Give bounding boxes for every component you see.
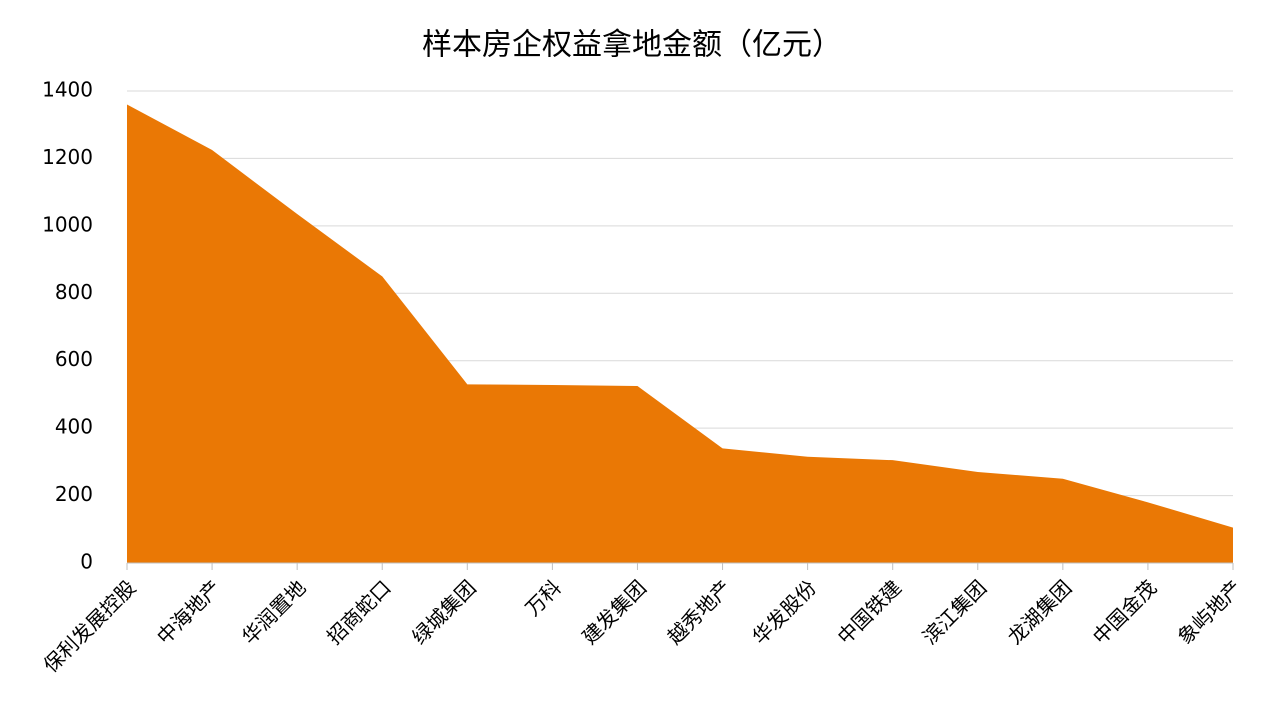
y-tick-label: 1200 bbox=[42, 145, 93, 169]
x-tick-label: 中国金茂 bbox=[1088, 575, 1162, 649]
x-tick-label: 象屿地产 bbox=[1173, 575, 1247, 649]
y-tick-label: 800 bbox=[55, 280, 93, 304]
x-tick-label: 华润置地 bbox=[237, 575, 311, 649]
y-tick-label: 1000 bbox=[42, 212, 93, 236]
x-tick-label: 中海地产 bbox=[152, 575, 226, 649]
x-tick-label: 招商蛇口 bbox=[322, 575, 396, 649]
x-tick-label: 龙湖集团 bbox=[1003, 575, 1077, 649]
x-tick-label: 万科 bbox=[521, 575, 566, 620]
x-tick-label: 越秀地产 bbox=[662, 575, 736, 649]
y-tick-label: 1400 bbox=[42, 78, 93, 102]
x-tick-label: 滨江集团 bbox=[918, 575, 992, 649]
x-tick-label: 华发股份 bbox=[748, 575, 822, 649]
x-tick-label: 保利发展控股 bbox=[39, 575, 141, 677]
area bbox=[127, 104, 1233, 563]
y-tick-label: 0 bbox=[80, 550, 93, 574]
x-tick-label: 绿城集团 bbox=[407, 575, 481, 649]
x-tick-label: 建发集团 bbox=[577, 575, 651, 649]
y-tick-label: 400 bbox=[55, 415, 93, 439]
x-tick-label: 中国铁建 bbox=[833, 575, 907, 649]
y-tick-label: 200 bbox=[55, 482, 93, 506]
y-tick-label: 600 bbox=[55, 347, 93, 371]
chart-title: 样本房企权益拿地金额（亿元） bbox=[422, 28, 842, 63]
